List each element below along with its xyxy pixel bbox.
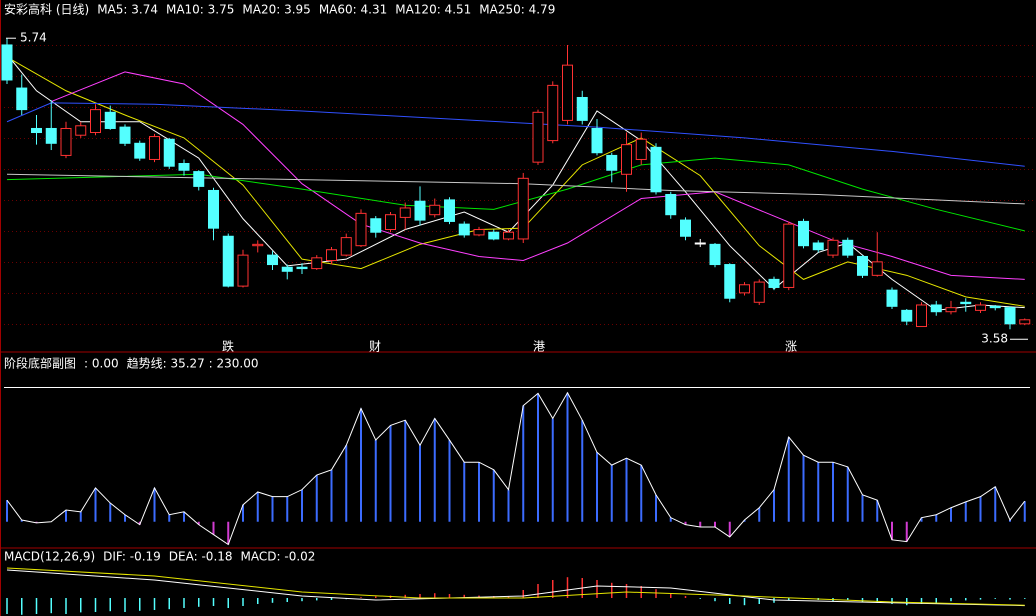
candle-body (267, 254, 278, 266)
candle-body (296, 266, 308, 270)
candle-body (857, 255, 868, 276)
legend-entry: 安彩高科 (日线) (4, 2, 89, 17)
candle-body (1019, 319, 1031, 325)
candle-body (798, 220, 809, 247)
candle-body (709, 243, 721, 266)
event-marker: 跌 (222, 339, 234, 354)
candle-body (768, 278, 780, 288)
candle-body (783, 223, 795, 288)
candle-body (149, 136, 160, 160)
trend-line (6, 391, 1026, 546)
candle-body (517, 177, 529, 240)
candle-body (414, 200, 426, 221)
candle-body (444, 199, 455, 222)
candle-body (399, 207, 411, 218)
event-marker: 财 (369, 340, 381, 354)
candle-body (488, 231, 500, 240)
legend-entry: MA120: 4.51 (395, 3, 471, 17)
legend-entry: 趋势线: 35.27 : 230.00 (127, 357, 259, 371)
candle-body (562, 64, 573, 121)
candle-body (281, 266, 293, 272)
ma-line (6, 157, 1025, 232)
min-label: 3.58 (981, 332, 1008, 346)
ma-line (6, 173, 1025, 205)
candle-body (650, 146, 662, 193)
legend-entry: MA60: 4.31 (319, 3, 387, 17)
candle-body (45, 127, 57, 144)
legend-entry: MA5: 3.74 (97, 3, 158, 17)
candle-body (532, 111, 544, 163)
ma-line (6, 102, 1025, 167)
candle-body (606, 154, 618, 171)
legend-entry: MA20: 3.95 (242, 3, 310, 17)
candle-body (635, 138, 647, 160)
candle-body (694, 242, 706, 245)
candle-body (178, 163, 190, 171)
candle-body (739, 284, 750, 294)
max-label: 5.74 (20, 31, 47, 45)
candle-body (340, 237, 352, 256)
candle-body (753, 281, 765, 303)
candle-body (193, 171, 205, 187)
candle-body (576, 96, 588, 121)
candle-body (163, 138, 175, 167)
candle-body (871, 261, 883, 276)
candle-body (60, 127, 72, 156)
candle-body (1004, 307, 1016, 325)
candle-body (31, 127, 42, 134)
legend-entry: MACD(12,26,9) (4, 550, 95, 564)
candle-body (960, 301, 972, 305)
candle-body (724, 264, 736, 299)
candle-body (311, 257, 323, 270)
candle-body (591, 127, 603, 154)
candle-body (901, 309, 913, 322)
candle-body (222, 235, 234, 287)
legend-entry: DIF: -0.19 (103, 550, 161, 564)
candle-body (930, 304, 942, 313)
candle-body (886, 289, 898, 307)
legend-entry: : 0.00 (84, 357, 119, 371)
candle-body (355, 212, 367, 247)
candle-body (975, 304, 986, 311)
candle-body (104, 111, 116, 129)
candle-body (16, 87, 28, 111)
candle-body (119, 126, 131, 144)
legend-entry: MA10: 3.75 (166, 3, 234, 17)
candle-body (385, 214, 396, 231)
ma-line (6, 567, 1025, 606)
candle-body (680, 219, 691, 237)
candle-body (75, 125, 87, 136)
legend-entry: MACD: -0.02 (241, 550, 316, 564)
candle-body (208, 189, 219, 229)
legend-entry: 阶段底部副图 (4, 356, 76, 371)
candle-body (370, 218, 382, 233)
candle-body (134, 142, 146, 159)
candle-body (547, 84, 559, 142)
candle-body (989, 305, 1001, 309)
event-marker: 港 (533, 340, 545, 354)
candle-body (473, 229, 485, 236)
candle-body (458, 223, 470, 236)
ma-line (6, 569, 1025, 607)
candle-body (1, 44, 13, 81)
legend-entry: DEA: -0.18 (169, 550, 233, 564)
candle-body (812, 242, 824, 251)
event-marker: 涨 (785, 339, 797, 354)
candle-body (621, 144, 632, 175)
candle-body (252, 243, 264, 247)
candle-body (945, 307, 957, 313)
candle-body (326, 249, 337, 262)
candle-body (503, 231, 514, 240)
candle-body (916, 304, 927, 328)
candle-body (665, 193, 677, 216)
candle-body (90, 109, 101, 134)
candle-body (842, 239, 854, 256)
legend-entry: MA250: 4.79 (479, 3, 555, 17)
candle-body (429, 204, 441, 216)
candle-body (827, 239, 839, 256)
candle-body (237, 254, 249, 287)
